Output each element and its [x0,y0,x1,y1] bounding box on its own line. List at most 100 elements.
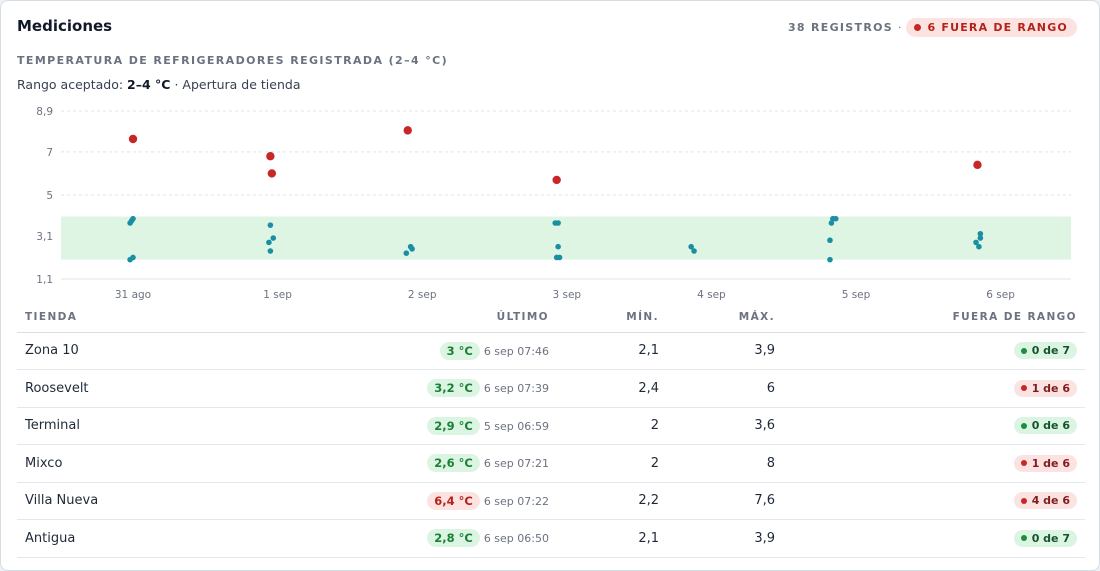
out-of-range-count: 1 de 6 [1013,379,1077,397]
last-timestamp: 6 sep 07:21 [483,457,549,471]
in-range-point[interactable] [977,235,984,241]
data-points [127,126,984,263]
table-row[interactable]: Terminal 2,9 °C 5 sep 06:59 2 3,6 0 de 6 [17,407,1085,445]
status-dot-icon [1020,497,1027,504]
out-of-range-point[interactable] [552,175,561,185]
last-timestamp: 6 sep 07:39 [483,382,549,396]
max-value: 3,9 [667,332,783,370]
out-of-range-cell: 0 de 7 [783,332,1085,370]
header-store[interactable]: TIENDA [17,303,207,333]
x-tick-label: 2 sep [408,289,437,301]
min-value: 2,4 [557,369,667,408]
last-temp-badge: 2,9 °C [427,416,480,435]
in-range-point[interactable] [691,248,697,254]
header-out-of-range[interactable]: FUERA DE RANGO [783,303,1085,333]
last-timestamp: 6 sep 07:22 [483,494,549,508]
table-row[interactable]: Antigua 2,8 °C 6 sep 06:50 2,1 3,9 0 de 7 [17,519,1085,558]
stores-table: TIENDA ÚLTIMO MÍN. MÁX. FUERA DE RANGO Z… [17,303,1085,558]
out-of-range-cell: 1 de 6 [783,369,1085,408]
last-temp-badge: 2,6 °C [427,454,480,473]
in-range-point[interactable] [973,239,979,246]
in-range-point[interactable] [127,220,133,226]
in-range-point[interactable] [127,256,133,263]
in-range-point[interactable] [270,235,277,241]
in-range-point[interactable] [555,220,561,226]
store-name: Antigua [17,519,207,558]
header-max[interactable]: MÁX. [667,303,783,333]
out-of-range-count: 1 de 6 [1013,454,1077,472]
in-range-point[interactable] [832,215,839,222]
x-tick-label: 5 sep [842,289,871,301]
y-tick-label: 7 [46,147,53,159]
store-name: Terminal [17,407,207,445]
x-axis-ticks: 31 ago 1 sep 2 sep 3 sep 4 sep 5 sep 6 sep [115,289,1015,301]
in-range-point[interactable] [267,222,274,228]
range-prefix: Rango aceptado: [17,77,124,92]
out-of-range-count: 4 de 6 [1013,492,1077,510]
in-range-point[interactable] [977,230,984,237]
out-of-range-point[interactable] [266,152,275,161]
range-value: 2–4 °C [127,77,171,92]
x-tick-label: 6 sep [986,289,1015,301]
min-value: 2,1 [557,519,667,558]
table-row[interactable]: Zona 10 3 °C 6 sep 07:46 2,1 3,9 0 de 7 [17,332,1085,370]
table-row[interactable]: Mixco 2,6 °C 6 sep 07:21 2 8 1 de 6 [17,444,1085,483]
header-summary: 38 REGISTROS · 6 FUERA DE RANGO [788,18,1077,37]
in-range-point[interactable] [976,243,982,250]
range-suffix: · Apertura de tienda [174,77,301,92]
x-tick-label: 31 ago [115,289,151,301]
store-name: Villa Nueva [17,482,207,520]
x-tick-label: 1 sep [263,289,292,301]
out-of-range-count-label: 4 de 6 [1031,494,1070,508]
min-value: 2,1 [557,332,667,370]
max-value: 6 [667,369,783,408]
last-temp-badge: 3,2 °C [427,379,480,398]
out-of-range-point[interactable] [128,134,138,144]
header-min[interactable]: MÍN. [557,303,667,333]
in-range-point[interactable] [827,256,833,263]
in-range-point[interactable] [267,248,274,254]
store-name: Mixco [17,444,207,483]
in-range-point[interactable] [409,246,415,252]
table-row[interactable]: Villa Nueva 6,4 °C 6 sep 07:22 2,2 7,6 4 de 6 [17,482,1085,520]
y-tick-label: 1,1 [36,274,53,286]
status-dot-icon [1020,347,1027,354]
chart-title: TEMPERATURA DE REFRIGERADORES REGISTRADA… [17,54,449,67]
last-reading: 2,9 °C 5 sep 06:59 [207,407,557,445]
out-of-range-cell: 4 de 6 [783,482,1085,520]
table-header-row: TIENDA ÚLTIMO MÍN. MÁX. FUERA DE RANGO [17,303,1085,333]
last-temp-badge: 2,8 °C [427,529,480,548]
last-reading: 3 °C 6 sep 07:46 [207,332,557,370]
out-of-range-cell: 0 de 6 [783,407,1085,445]
last-reading: 6,4 °C 6 sep 07:22 [207,482,557,520]
out-of-range-count-label: 0 de 6 [1031,419,1070,433]
header-last[interactable]: ÚLTIMO [207,303,557,333]
in-range-point[interactable] [556,254,563,261]
records-count: 38 REGISTROS [787,21,893,34]
out-of-range-point[interactable] [403,126,412,135]
max-value: 3,9 [667,519,783,558]
in-range-point[interactable] [403,250,410,256]
in-range-point[interactable] [555,243,561,250]
out-of-range-point[interactable] [973,160,982,170]
in-range-point[interactable] [266,239,272,246]
out-of-range-label: 6 FUERA DE RANGO [927,21,1068,34]
x-tick-label: 4 sep [697,289,726,301]
min-value: 2 [557,407,667,445]
min-value: 2 [557,444,667,483]
table-row[interactable]: Roosevelt 3,2 °C 6 sep 07:39 2,4 6 1 de 6 [17,369,1085,408]
out-of-range-cell: 0 de 7 [783,519,1085,558]
temperature-scatter-chart: 1,1 3,1 5 7 8,9 31 ago 1 sep 2 sep 3 sep 4 sep 5 … [36,106,1071,301]
out-of-range-point[interactable] [267,169,277,178]
in-range-point[interactable] [827,237,833,244]
in-range-point[interactable] [688,243,694,250]
in-range-point[interactable] [828,220,835,226]
y-tick-label: 8,9 [36,106,53,118]
y-tick-label: 5 [46,190,53,202]
last-reading: 2,8 °C 6 sep 06:50 [207,519,557,558]
out-of-range-count-label: 0 de 7 [1031,531,1070,545]
store-name: Roosevelt [17,369,207,408]
accepted-range: Rango aceptado: 2–4 °C · Apertura de tie… [17,77,301,92]
separator: · [897,21,902,34]
